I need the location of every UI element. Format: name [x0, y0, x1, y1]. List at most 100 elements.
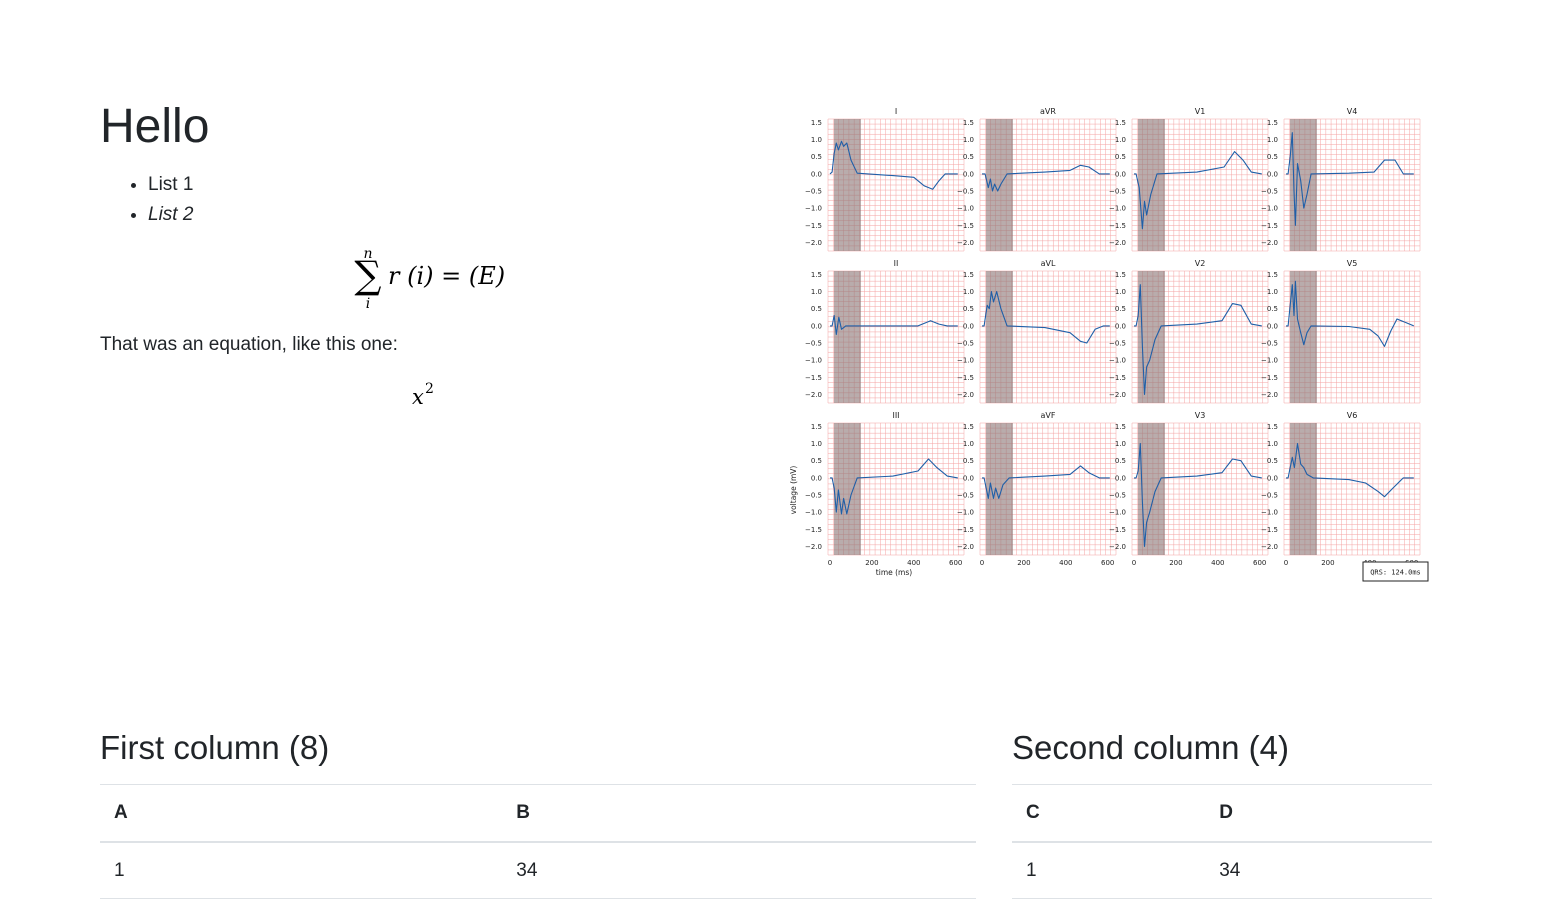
lead-title: II	[894, 259, 899, 268]
y-tick-label: −1.5	[805, 526, 822, 534]
y-tick-label: 1.5	[811, 119, 822, 127]
y-tick-label: 1.5	[963, 119, 974, 127]
second-column-table: C D 1 34	[1012, 784, 1432, 899]
y-tick-label: 0.5	[963, 305, 974, 313]
sum-symbol: ∑	[354, 253, 381, 297]
ecg-lead-panel: aVF 1.5 1.0 0.5 0.0 −0.5 −1.0 −1.5 −2.0 0 200 400 60…	[957, 411, 1117, 567]
qrs-shaded-region	[834, 271, 861, 403]
x-tick-label: 600	[949, 559, 962, 567]
y-tick-label: −0.5	[1109, 492, 1126, 500]
y-tick-label: −1.0	[1109, 509, 1126, 517]
y-tick-label: 0.5	[1267, 153, 1278, 161]
y-tick-label: 0.5	[811, 457, 822, 465]
y-tick-label: −0.5	[805, 492, 822, 500]
ecg-figure: voltage (mV) time (ms) I 1.5 1.0 0.5 0.0 −0.5…	[789, 107, 1429, 582]
list-item: List 2	[148, 200, 750, 230]
qrs-duration-box: QRS: 124.0ms	[1362, 561, 1429, 582]
y-tick-label: 0.0	[963, 474, 974, 482]
ecg-trace	[830, 458, 958, 515]
y-tick-label: −2.0	[805, 543, 822, 551]
x-tick-label: 0	[1132, 559, 1136, 567]
qrs-shaded-region	[1290, 423, 1317, 555]
y-tick-label: 1.0	[963, 288, 974, 296]
x-tick-label: 600	[1101, 559, 1114, 567]
y-tick-label: −1.5	[957, 526, 974, 534]
y-tick-label: 1.0	[1267, 440, 1278, 448]
ecg-y-axis-label: voltage (mV)	[789, 466, 798, 515]
lead-title: V5	[1347, 259, 1358, 268]
y-tick-label: 1.5	[1115, 423, 1126, 431]
y-tick-label: 1.0	[1115, 136, 1126, 144]
y-tick-label: −1.5	[1109, 374, 1126, 382]
ecg-grid	[1131, 422, 1269, 556]
sum-lower-limit: i	[366, 296, 370, 312]
ecg-grid	[827, 118, 965, 252]
y-tick-label: −1.5	[957, 374, 974, 382]
y-tick-label: −1.5	[805, 374, 822, 382]
y-tick-label: −0.5	[1261, 492, 1278, 500]
ecg-trace	[1134, 284, 1262, 395]
ecg-trace	[1286, 132, 1414, 226]
y-tick-label: −1.0	[957, 509, 974, 517]
y-tick-label: 1.0	[963, 136, 974, 144]
y-tick-label: −2.0	[1261, 391, 1278, 399]
y-tick-label: 0.0	[1267, 322, 1278, 330]
lead-title: aVL	[1041, 259, 1056, 268]
y-tick-label: 1.0	[963, 440, 974, 448]
qrs-shaded-region	[1290, 119, 1317, 251]
y-tick-label: −2.0	[805, 239, 822, 247]
ecg-trace	[830, 315, 958, 335]
y-tick-label: 0.0	[1115, 170, 1126, 178]
y-tick-label: −0.5	[805, 188, 822, 196]
first-column-table: A B 1 34	[100, 784, 976, 899]
y-tick-label: −1.5	[1109, 222, 1126, 230]
ecg-trace	[982, 465, 1110, 499]
y-tick-label: −0.5	[1261, 188, 1278, 196]
y-tick-label: 0.5	[1115, 305, 1126, 313]
y-tick-label: 0.5	[963, 457, 974, 465]
lead-title: aVR	[1040, 107, 1056, 116]
y-tick-label: 0.0	[811, 170, 822, 178]
y-tick-label: −0.5	[1261, 340, 1278, 348]
y-tick-label: 0.0	[1115, 474, 1126, 482]
ecg-lead-panel: V5 1.5 1.0 0.5 0.0 −0.5 −1.0 −1.5 −2.0	[1261, 259, 1421, 404]
ecg-trace	[829, 140, 958, 190]
column-header-a: A	[100, 784, 503, 843]
y-tick-label: −1.0	[1261, 205, 1278, 213]
power-base: x	[412, 385, 424, 409]
qrs-shaded-region	[1138, 119, 1165, 251]
y-tick-label: −1.0	[805, 509, 822, 517]
y-tick-label: −1.5	[1261, 222, 1278, 230]
x-tick-label: 200	[1169, 559, 1182, 567]
intro-section: Hello List 1 List 2	[100, 96, 750, 230]
y-tick-label: −2.0	[1109, 239, 1126, 247]
qrs-shaded-region	[986, 119, 1013, 251]
first-column-title: First column (8)	[100, 729, 330, 766]
y-tick-label: 0.0	[1267, 170, 1278, 178]
y-tick-label: 0.0	[1267, 474, 1278, 482]
ecg-lead-panel: V3 1.5 1.0 0.5 0.0 −0.5 −1.0 −1.5 −2.0 0 200 400 600	[1109, 411, 1269, 567]
ecg-lead-panel: II 1.5 1.0 0.5 0.0 −0.5 −1.0 −1.5 −2.0	[805, 259, 965, 404]
lead-title: V2	[1195, 259, 1206, 268]
y-tick-label: 1.0	[811, 136, 822, 144]
y-tick-label: 1.5	[963, 271, 974, 279]
y-tick-label: 1.0	[1267, 288, 1278, 296]
y-tick-label: −1.0	[957, 205, 974, 213]
lead-title: V4	[1347, 107, 1358, 116]
table-row: 1 34	[1012, 842, 1432, 899]
table-cell: 34	[502, 842, 976, 899]
y-tick-label: −1.0	[1261, 357, 1278, 365]
y-tick-label: −2.0	[805, 391, 822, 399]
x-tick-label: 200	[1017, 559, 1030, 567]
y-tick-label: 1.5	[1115, 119, 1126, 127]
table-header-row: C D	[1012, 784, 1432, 843]
y-tick-label: 0.0	[963, 322, 974, 330]
ecg-trace	[1286, 443, 1414, 498]
sum-equation: n ∑ i r (i) = (E)	[354, 246, 505, 312]
y-tick-label: 1.5	[963, 423, 974, 431]
ecg-trace	[982, 164, 1110, 192]
y-tick-label: −1.0	[1261, 509, 1278, 517]
lead-title: V6	[1347, 411, 1358, 420]
table-cell: 34	[1205, 842, 1432, 899]
y-tick-label: 0.5	[1115, 457, 1126, 465]
